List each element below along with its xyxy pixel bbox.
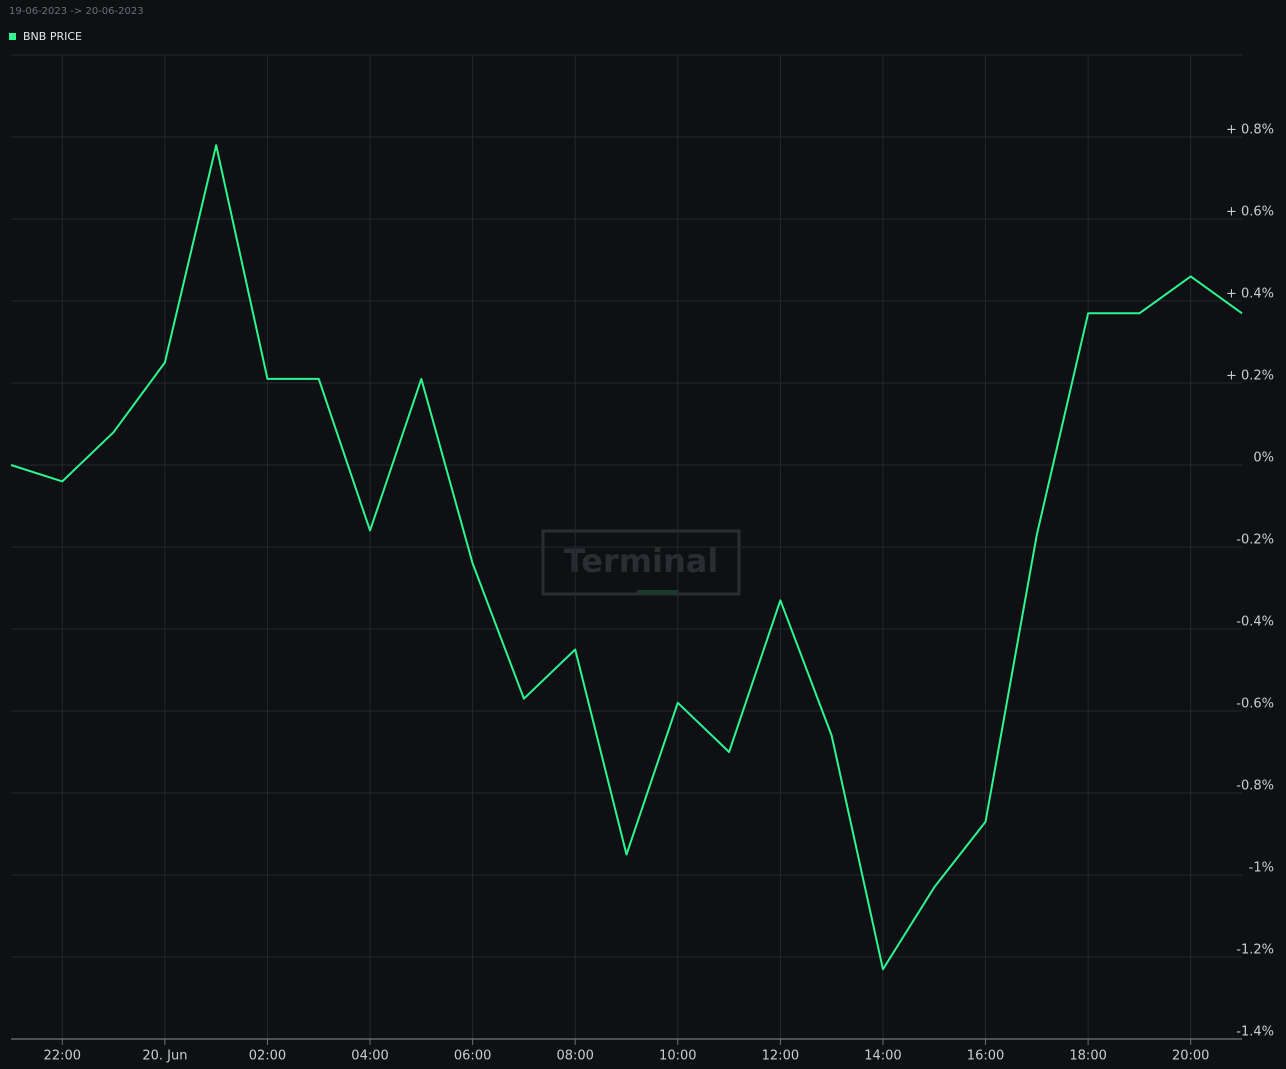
x-tick-label: 08:00 xyxy=(556,1049,593,1064)
x-tick-label: 06:00 xyxy=(454,1049,491,1064)
x-tick-label: 16:00 xyxy=(967,1049,1004,1064)
y-tick-label: + 0.6% xyxy=(1226,205,1274,220)
subtitle: 19-06-2023 -> 20-06-2023 xyxy=(9,6,144,17)
y-tick-label: -0.8% xyxy=(1236,779,1274,794)
x-tick-label: 04:00 xyxy=(351,1049,388,1064)
x-tick-label: 20. Jun xyxy=(142,1049,187,1064)
y-tick-label: -0.4% xyxy=(1236,615,1274,630)
y-tick-label: -1.2% xyxy=(1236,943,1274,958)
series-line xyxy=(10,144,1243,971)
x-tick-label: 14:00 xyxy=(864,1049,901,1064)
legend-label: BNB PRICE xyxy=(23,30,82,43)
x-tick-label: 02:00 xyxy=(249,1049,286,1064)
legend-swatch xyxy=(9,33,16,40)
x-tick-label: 22:00 xyxy=(44,1049,81,1064)
x-tick-label: 20:00 xyxy=(1172,1049,1209,1064)
y-tick-label: -1% xyxy=(1249,861,1274,876)
watermark-accent xyxy=(637,590,679,594)
y-tick-label: + 0.8% xyxy=(1226,123,1274,138)
x-tick-label: 12:00 xyxy=(762,1049,799,1064)
x-tick-label: 10:00 xyxy=(659,1049,696,1064)
y-tick-label: + 0.4% xyxy=(1226,287,1274,302)
y-tick-label: -0.2% xyxy=(1236,533,1274,548)
y-tick-label: -1.4% xyxy=(1236,1025,1274,1040)
y-tick-label: 0% xyxy=(1253,451,1274,466)
watermark: Terminal xyxy=(564,542,719,580)
y-tick-label: -0.6% xyxy=(1236,697,1274,712)
x-tick-label: 18:00 xyxy=(1069,1049,1106,1064)
y-tick-label: + 0.2% xyxy=(1226,369,1274,384)
